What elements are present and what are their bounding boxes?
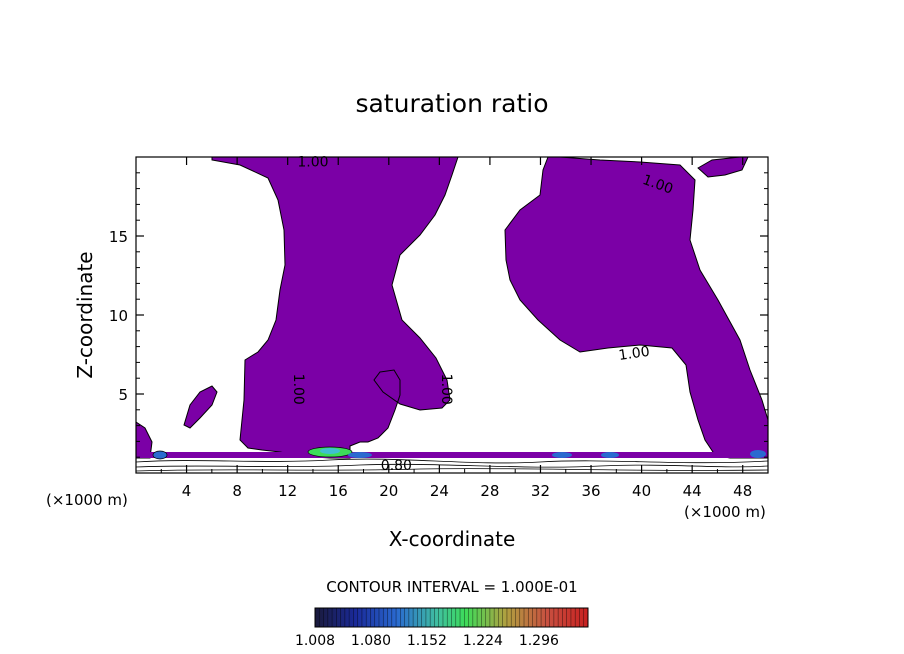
x-tick-label-5: 24: [430, 482, 449, 500]
x-tick-label-3: 16: [329, 482, 348, 500]
x-tick-label-2: 12: [278, 482, 297, 500]
x-tick-label-6: 28: [480, 482, 499, 500]
x-unit-label-right: (×1000 m): [684, 503, 766, 521]
contour-interval-label: CONTOUR INTERVAL = 1.000E-01: [326, 578, 577, 596]
colorbar-stripes: [318, 608, 585, 627]
contour-labels: 1.001.001.001.00 1.000.80: [290, 155, 675, 474]
x-tick-label-9: 40: [632, 482, 651, 500]
surface-band: [136, 452, 768, 458]
purple-region-central: [211, 157, 459, 459]
subsaturated-lines: [136, 458, 768, 472]
contour-label-3: 1.00: [290, 374, 306, 405]
contour-label-2: 1.00: [618, 344, 651, 364]
purple-region-left-blob: [183, 385, 218, 429]
x-axis-title: X-coordinate: [389, 527, 516, 551]
purple-region-left-edge: [136, 421, 153, 459]
x-tick-label-10: 44: [683, 482, 702, 500]
purple-region-right: [504, 157, 768, 459]
x-tick-label-0: 4: [182, 482, 192, 500]
chart-title: saturation ratio: [355, 89, 548, 118]
purple-region-top-right: [697, 157, 749, 178]
y-tick-label-1: 10: [109, 307, 128, 325]
colorbar-label-3: 1.224: [463, 633, 503, 649]
contour-label-4: 1.00: [438, 374, 454, 405]
x-axis: 4 8 12 16 20 24 28 32 36 40 44 48: [160, 157, 752, 500]
x-tick-label-11: 48: [733, 482, 752, 500]
x-tick-label-1: 8: [232, 482, 242, 500]
colorbar-label-1: 1.080: [351, 633, 391, 649]
x-tick-label-4: 20: [379, 482, 398, 500]
colorbar-labels: 1.008 1.080 1.152 1.224 1.296: [295, 633, 559, 649]
contour-fill-regions: [136, 157, 768, 472]
y-tick-label-0: 5: [118, 386, 128, 404]
contour-label-5: 0.80: [381, 458, 412, 474]
colorbar-label-4: 1.296: [519, 633, 559, 649]
surface-cell-right: [552, 452, 572, 458]
surface-cell-right2: [601, 452, 619, 458]
surface-cell-left: [152, 450, 168, 460]
colorbar-label-2: 1.152: [407, 633, 447, 649]
x-unit-label-left: (×1000 m): [46, 491, 128, 509]
surface-cell-far-right: [750, 450, 766, 458]
surface-cell-central-core: [320, 448, 340, 454]
y-tick-label-2: 15: [109, 228, 128, 246]
y-axis-title: Z-coordinate: [73, 251, 97, 378]
y-axis: 5 10 15: [109, 172, 768, 458]
x-tick-label-8: 36: [581, 482, 600, 500]
surface-cell-mid: [348, 452, 372, 458]
x-tick-label-7: 32: [531, 482, 550, 500]
contour-label-0: 1.00: [297, 155, 328, 171]
colorbar-label-0: 1.008: [295, 633, 335, 649]
